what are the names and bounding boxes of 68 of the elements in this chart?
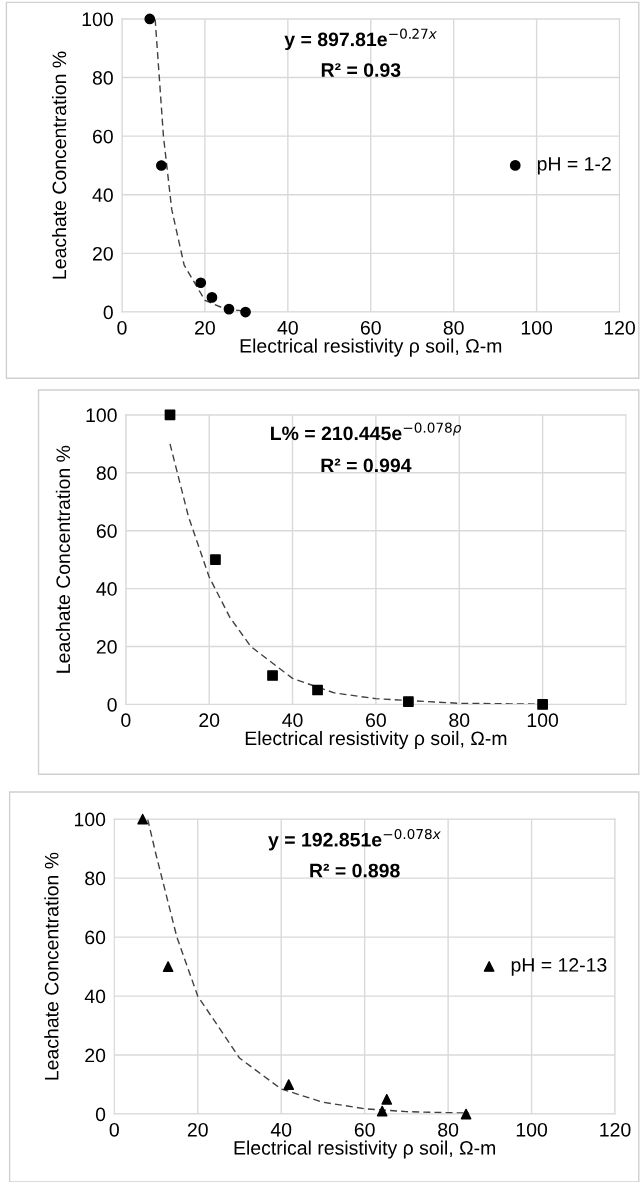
x-tick-label: 20: [199, 713, 220, 728]
annotation: R² = 0.93: [321, 63, 401, 77]
x-axis-title: Electrical resistivity ρ soil, Ω-m: [234, 1140, 496, 1159]
y-tick-label: 100: [86, 408, 117, 423]
x-tick-label: 40: [277, 320, 298, 335]
x-tick-label: 100: [527, 713, 559, 728]
point: [381, 1093, 393, 1105]
point: [376, 1105, 388, 1117]
x-axis-title: Electrical resistivity ρ soil, Ω-m: [245, 730, 507, 750]
x-tick-label: 20: [187, 1122, 208, 1137]
point: [156, 160, 167, 171]
y-tick-label: 0: [103, 305, 113, 320]
x-tick-label: 100: [521, 320, 553, 335]
x-tick-label: 0: [117, 320, 127, 335]
y-axis-title: Leachate Concentration %: [51, 51, 67, 279]
point: [195, 277, 207, 289]
point: [267, 670, 278, 681]
y-tick-label: 20: [96, 640, 117, 654]
annotation: R² = 0.898: [310, 863, 400, 878]
y-axis-title: Leachate Concentration %: [55, 445, 71, 673]
y-tick-label: 80: [85, 871, 106, 886]
annotation: y = 897.81e$^{−0.27x}$: [284, 28, 437, 51]
x-tick-label: 80: [449, 713, 470, 728]
point: [240, 306, 251, 318]
x-axis-title: Electrical resistivity ρ soil, Ω-m: [240, 338, 502, 357]
x-tick-label: 60: [366, 713, 386, 728]
x-tick-label: 40: [270, 1122, 292, 1137]
x-tick-label: 100: [516, 1122, 548, 1137]
x-tick-label: 0: [121, 713, 131, 728]
y-tick-label: 80: [96, 466, 117, 481]
point: [537, 699, 548, 710]
x-tick-label: 80: [438, 1122, 459, 1137]
legend-label: pH = 1-2: [537, 156, 611, 175]
point: [223, 303, 235, 315]
y-tick-label: 0: [107, 697, 117, 712]
y-tick-label: 0: [95, 1107, 106, 1122]
annotation: L% = 210.445e$^{−0.078ρ}$: [271, 422, 461, 441]
y-tick-label: 40: [92, 188, 113, 203]
y-tick-label: 20: [93, 246, 113, 261]
annotation: y = 192.851e$^{−0.078x}$: [268, 828, 441, 851]
point: [460, 1108, 472, 1120]
point: [144, 13, 156, 25]
y-tick-label: 40: [84, 989, 106, 1004]
y-axis-title: Leachate Concentration %: [44, 852, 59, 1080]
annotation: R² = 0.994: [321, 458, 412, 473]
y-tick-label: 60: [85, 930, 106, 945]
x-tick-label: 60: [360, 320, 381, 335]
point: [312, 684, 323, 696]
point: [403, 696, 414, 707]
legend-label: pH = 12-13: [511, 958, 607, 976]
y-tick-label: 80: [92, 71, 113, 85]
x-tick-label: 120: [600, 1122, 631, 1137]
x-tick-label: 120: [604, 320, 635, 335]
y-tick-label: 60: [93, 129, 113, 144]
point: [206, 292, 218, 303]
x-tick-label: 60: [354, 1122, 375, 1137]
y-tick-label: 100: [82, 12, 113, 27]
x-tick-label: 20: [195, 320, 215, 335]
y-tick-label: 40: [96, 582, 117, 596]
point: [283, 1079, 295, 1090]
y-tick-label: 20: [85, 1048, 106, 1063]
x-tick-label: 80: [443, 320, 464, 335]
x-tick-label: 40: [282, 713, 303, 728]
point: [162, 961, 174, 972]
y-tick-label: 100: [74, 812, 106, 827]
y-tick-label: 60: [96, 524, 117, 538]
point: [137, 813, 149, 825]
point: [210, 554, 221, 566]
